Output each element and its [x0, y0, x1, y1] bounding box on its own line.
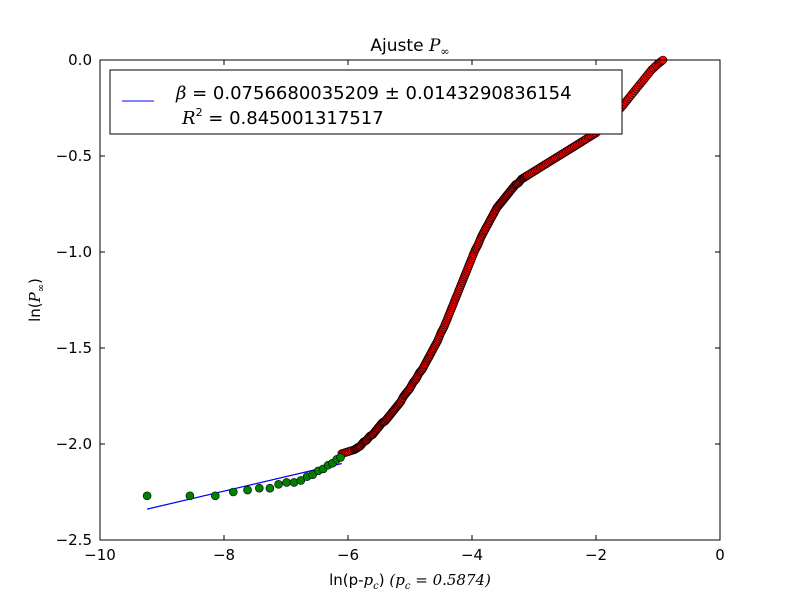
x-tick-label: 0 — [715, 546, 725, 564]
y-tick-label: −2.5 — [56, 531, 92, 549]
y-tick-label: 0.0 — [68, 51, 92, 69]
plot-frame — [99, 59, 721, 541]
x-axis-label: ln(p-pc) (pc = 0.5874) — [329, 571, 491, 592]
green-data-point — [185, 491, 195, 501]
y-tick-label: −1.0 — [56, 243, 92, 261]
legend-box — [109, 69, 623, 135]
x-tick-label: −10 — [84, 546, 116, 564]
green-data-point — [336, 453, 345, 462]
y-tick-label: −0.5 — [56, 147, 92, 165]
green-data-point — [243, 485, 252, 495]
x-tick-label: −4 — [461, 546, 483, 564]
green-data-point — [282, 478, 291, 487]
green-data-point — [229, 487, 238, 497]
legend: β = 0.0756680035209 ± 0.0143290836154 R2… — [109, 69, 623, 135]
green-data-point — [296, 476, 306, 485]
green-data-point — [142, 491, 152, 501]
y-axis-label: ln(P∞) — [26, 278, 47, 322]
green-data-point — [255, 483, 264, 493]
y-tick-label: −1.5 — [56, 339, 92, 357]
legend-entry-r2: R2 = 0.845001317517 — [181, 106, 384, 129]
y-tick-label: −2.0 — [56, 435, 92, 453]
chart-title: Ajuste P∞ — [370, 36, 449, 58]
legend-entry-beta: β = 0.0756680035209 ± 0.0143290836154 — [175, 83, 572, 104]
green-data-point — [265, 483, 275, 493]
x-tick-label: −6 — [337, 546, 359, 564]
green-data-point — [211, 491, 220, 501]
plot-area — [142, 55, 668, 510]
x-tick-label: −8 — [213, 546, 235, 564]
x-tick-label: −2 — [585, 546, 607, 564]
axis-ticks: −10 −8 −6 −4 −2 0 −2.5 −2.0 −1.5 −1.0 −0.5 0.0 — [56, 51, 725, 564]
green-data-point — [274, 480, 283, 489]
fit-line — [146, 462, 342, 510]
